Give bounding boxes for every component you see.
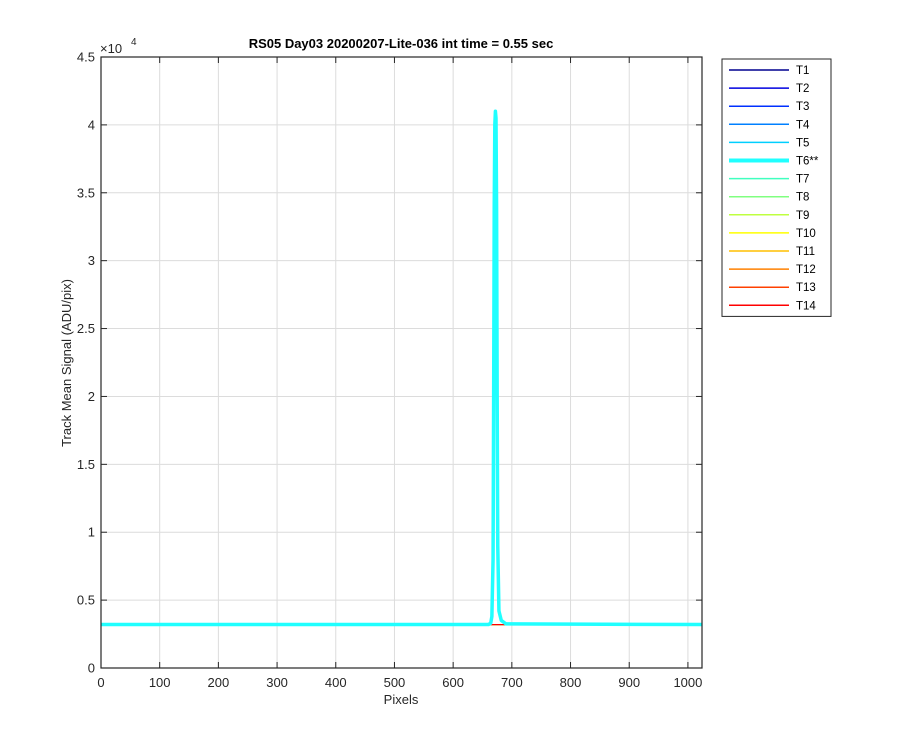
legend-label: T13 [796, 282, 816, 294]
y-tick-label: 1 [88, 525, 95, 540]
legend-label: T2 [796, 83, 809, 95]
legend-label: T7 [796, 174, 809, 186]
legend: T1 T2 T3 T4 T5 T6** T7 T8 T9 T10 T11 T12 T13 T14 [721, 58, 832, 317]
y-exponent-power: 4 [131, 37, 137, 48]
legend-label: T14 [796, 300, 816, 312]
legend-label: T12 [796, 264, 816, 276]
legend-label: T8 [796, 192, 809, 204]
legend-label: T4 [796, 119, 810, 131]
x-tick-label: 900 [618, 675, 640, 690]
x-tick-label: 300 [266, 675, 288, 690]
x-tick-label: 0 [97, 675, 104, 690]
y-tick-label: 2 [88, 389, 95, 404]
y-tick-label: 3 [88, 253, 95, 268]
y-tick-label: 4.5 [77, 50, 95, 65]
x-tick-label: 800 [560, 675, 582, 690]
legend-label: T1 [796, 65, 809, 77]
legend-label: T11 [796, 246, 815, 258]
x-tick-label: 600 [442, 675, 464, 690]
y-tick-label: 0 [88, 661, 95, 676]
x-tick-label: 1000 [673, 675, 702, 690]
y-tick-label: 4 [88, 117, 95, 132]
x-tick-label: 400 [325, 675, 347, 690]
axes-box [100, 56, 703, 669]
y-tick-label: 0.5 [77, 593, 95, 608]
y-tick-label: 2.5 [77, 321, 95, 336]
y-tick-label: 3.5 [77, 185, 95, 200]
x-tick-label: 100 [149, 675, 171, 690]
legend-box [721, 58, 832, 317]
grid [100, 56, 702, 669]
y-exponent-base: ×10 [100, 41, 122, 56]
series-line-t6 [101, 109, 703, 627]
legend-label: T9 [796, 210, 809, 222]
chart-title: RS05 Day03 20200207-Lite-036 int time = … [249, 36, 554, 51]
legend-label: T6** [796, 156, 819, 168]
y-axis-label: Track Mean Signal (ADU/pix) [59, 279, 74, 447]
y-tick-label: 1.5 [77, 457, 95, 472]
legend-label: T3 [796, 101, 809, 113]
x-tick-label: 700 [501, 675, 523, 690]
x-axis-label: Pixels [384, 692, 419, 707]
x-tick-label: 500 [384, 675, 406, 690]
legend-label: T10 [796, 228, 816, 240]
legend-label: T5 [796, 137, 809, 149]
ticks: 0 100 200 300 400 500 600 700 800 900 1000 0 0.5 1 1.5… [77, 50, 702, 691]
plot-lines [101, 109, 703, 627]
y-exponent: ×10 4 [100, 37, 137, 56]
x-tick-label: 200 [208, 675, 230, 690]
